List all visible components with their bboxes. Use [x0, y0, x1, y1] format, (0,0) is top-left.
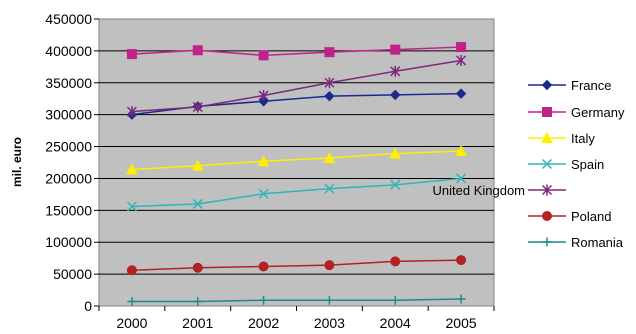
data-point-germany [126, 49, 137, 60]
gridlines [99, 50, 494, 275]
series-spain [126, 173, 467, 212]
data-point-spain [324, 183, 335, 194]
data-point-france [455, 88, 467, 99]
data-point-spain [126, 201, 137, 212]
data-point-spain [192, 198, 203, 209]
data-point-spain [456, 173, 467, 184]
data-point-united-kingdom [258, 90, 269, 102]
data-point-poland [192, 262, 203, 273]
x-tick-label: 2001 [182, 315, 213, 331]
y-tick-label: 450000 [45, 11, 92, 27]
legend-marker [541, 79, 553, 91]
x-tick-label: 2002 [248, 315, 279, 331]
data-point-poland [126, 265, 137, 276]
legend-marker [542, 211, 552, 221]
series-line-germany [131, 46, 462, 57]
legend-label: United Kingdom [433, 183, 526, 198]
data-point-poland [324, 260, 335, 271]
series-italy [126, 144, 467, 175]
data-point-france [324, 90, 335, 102]
x-axis-ticks: 2000 2001 2002 2003 2004 2005 [98, 306, 495, 331]
data-point-united-kingdom [456, 54, 467, 66]
legend-item-spain: Spain [528, 157, 604, 172]
x-tick-label: 2003 [314, 315, 345, 331]
legend-item-italy: Italy [528, 131, 595, 146]
data-point-united-kingdom [324, 77, 335, 89]
legend-item-france: France [528, 78, 611, 93]
y-axis-ticks: 0 50000 100000 150000 200000 250000 300000 3500… [45, 11, 99, 314]
data-point-italy [126, 163, 138, 175]
data-point-germany [456, 42, 467, 53]
data-point-romania [127, 297, 137, 307]
legend-label: France [571, 78, 611, 93]
legend: France Germany Italy Spain United Kingdom Pol… [433, 78, 625, 250]
y-axis-title: mil. euro [10, 137, 24, 187]
legend-label: Italy [571, 131, 595, 146]
legend-item-poland: Poland [528, 209, 611, 224]
y-tick-label: 250000 [45, 139, 92, 155]
series-line-poland [131, 259, 462, 272]
data-point-germany [324, 47, 335, 58]
y-tick-label: 100000 [45, 234, 92, 250]
data-point-romania [456, 294, 466, 304]
data-point-italy [323, 151, 336, 164]
y-tick-label: 50000 [53, 266, 92, 282]
legend-marker [541, 131, 553, 143]
legend-label: Romania [571, 235, 624, 250]
data-point-germany [192, 45, 203, 56]
data-point-romania [259, 295, 269, 305]
data-point-spain [390, 179, 401, 190]
data-point-poland [390, 256, 401, 267]
data-point-germany [390, 44, 401, 55]
y-tick-label: 150000 [45, 202, 92, 218]
data-point-spain [258, 188, 269, 199]
legend-label: Spain [571, 157, 604, 172]
x-tick-label: 2005 [446, 315, 477, 331]
plot-area [98, 18, 495, 307]
series-germany [126, 42, 467, 61]
legend-label: Poland [571, 209, 611, 224]
data-point-france [390, 89, 401, 101]
series-line-romania [131, 298, 462, 303]
data-point-germany [258, 50, 269, 61]
legend-marker [541, 158, 553, 170]
legend-label: Germany [571, 105, 625, 120]
x-tick-label: 2000 [116, 315, 147, 331]
x-tick-label: 2004 [380, 315, 411, 331]
data-point-poland [258, 261, 269, 272]
y-tick-label: 350000 [45, 75, 92, 91]
data-point-united-kingdom [390, 65, 401, 77]
legend-item-romania: Romania [528, 235, 624, 250]
y-tick-label: 0 [84, 298, 92, 314]
data-point-poland [456, 255, 467, 266]
series-poland [126, 255, 467, 276]
data-point-italy [191, 159, 204, 171]
series-romania [127, 294, 466, 307]
data-point-romania [193, 297, 203, 307]
series-line-italy [131, 150, 462, 171]
legend-marker [542, 107, 552, 117]
data-point-italy [257, 155, 270, 167]
data-point-italy [455, 144, 467, 157]
legend-marker [541, 184, 553, 196]
data-point-united-kingdom [126, 105, 137, 117]
series-line-united-kingdom [131, 59, 462, 113]
data-point-romania [390, 295, 400, 305]
series-line-spain [131, 177, 462, 208]
data-point-united-kingdom [192, 101, 203, 113]
data-point-france [258, 96, 269, 107]
y-tick-label: 400000 [45, 43, 92, 59]
legend-item-united-kingdom: United Kingdom [433, 183, 566, 198]
legend-marker [542, 237, 552, 247]
y-tick-label: 200000 [45, 170, 92, 186]
series-united-kingdom [126, 54, 467, 117]
series-group [126, 42, 467, 307]
legend-item-germany: Germany [528, 105, 625, 120]
data-point-italy [389, 147, 402, 159]
data-point-romania [324, 295, 334, 305]
y-tick-label: 300000 [45, 107, 92, 123]
